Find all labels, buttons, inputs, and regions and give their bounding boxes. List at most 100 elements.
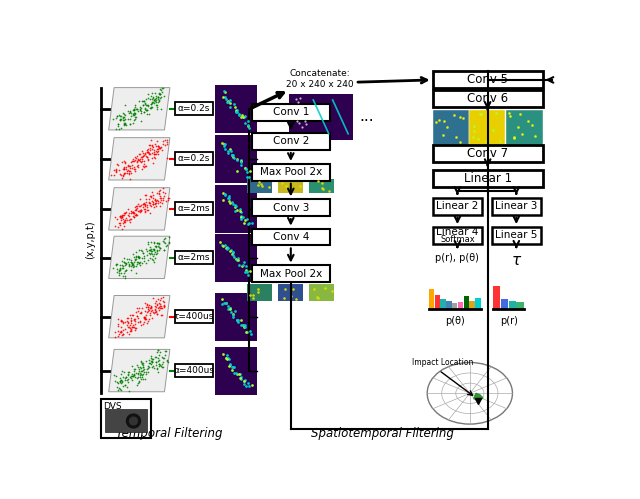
Point [123,211,133,219]
Point [136,208,146,216]
Point [121,373,131,381]
Point [125,373,135,381]
Point [124,212,134,220]
Point [159,193,169,201]
Point [152,197,163,205]
Point [128,155,138,163]
Point [115,266,125,274]
Point [156,360,166,368]
Bar [433,170,543,187]
Point [146,304,156,312]
Point [145,192,155,200]
Point [149,305,159,313]
Point [152,365,162,373]
Point [132,314,143,322]
Point [145,199,155,207]
Point [130,324,140,332]
Point [153,142,163,150]
Bar [252,265,330,282]
Point [139,108,149,116]
Point [141,319,152,327]
Point [125,107,135,115]
Point [145,254,156,262]
Point [131,203,141,211]
Point [140,192,150,200]
Point [138,319,148,327]
Point [117,377,127,385]
Point [127,161,137,169]
Point [148,200,158,208]
Point [127,111,138,119]
Point [156,304,166,312]
Point [118,215,128,223]
Point [148,200,158,208]
Point [143,240,154,248]
Polygon shape [109,349,170,392]
Point [162,241,172,249]
Bar [433,145,543,162]
Point [136,364,146,372]
Point [112,259,122,267]
Point [113,223,123,231]
Bar [215,135,257,183]
Point [125,320,135,328]
Point [147,303,157,311]
Point [148,204,159,212]
Point [148,191,158,199]
Point [138,375,148,383]
Point [118,330,128,338]
Point [120,111,130,119]
Point [162,138,172,146]
Point [137,254,147,262]
Point [145,95,155,103]
Point [118,272,128,280]
Text: Linear 2: Linear 2 [436,201,479,211]
Point [158,363,168,371]
Point [147,103,157,111]
Point [136,367,147,375]
Point [143,102,153,110]
Point [126,169,136,177]
Text: Temporal Filtering: Temporal Filtering [116,427,222,440]
Point [116,328,126,336]
Point [120,214,131,222]
Point [125,164,135,172]
Point [156,293,166,301]
Point [135,309,145,317]
Point [137,155,147,163]
Point [115,317,125,325]
Point [120,216,130,224]
Point [147,95,157,103]
Point [143,238,153,246]
Point [129,323,139,331]
Point [149,154,159,162]
Point [116,379,126,387]
Point [130,365,140,373]
Point [115,378,125,386]
Point [125,327,135,335]
Point [148,364,159,372]
Point [156,93,166,101]
Point [150,195,160,203]
Point [124,170,134,178]
Point [127,208,137,216]
Point [130,115,140,123]
Point [114,330,124,338]
Point [139,256,149,264]
Point [135,318,145,326]
Point [120,159,130,167]
Point [119,165,129,173]
Point [149,148,159,156]
Point [129,371,139,379]
Point [143,148,154,156]
Point [149,308,159,316]
Point [145,201,155,209]
Point [129,257,139,265]
Point [156,198,166,206]
Point [146,100,156,108]
Point [141,368,152,376]
Text: ...: ... [359,109,374,124]
Point [120,381,131,389]
Point [132,374,143,382]
Point [148,246,159,253]
